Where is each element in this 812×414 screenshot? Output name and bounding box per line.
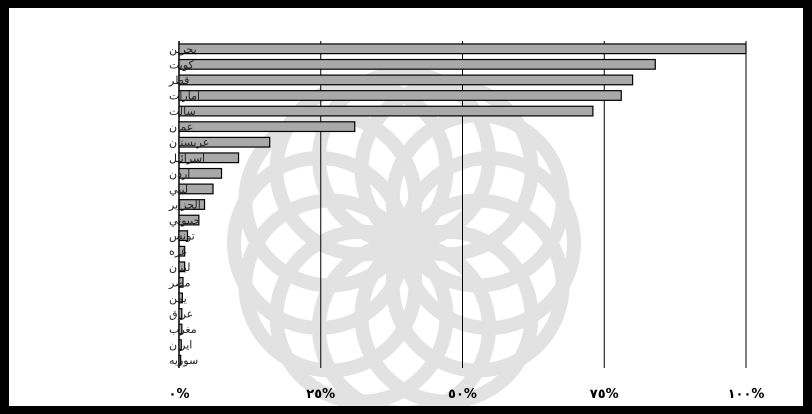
category-label: بحرين bbox=[169, 43, 197, 56]
bar bbox=[179, 75, 633, 85]
category-label: يمن bbox=[169, 292, 187, 305]
category-label: مصر bbox=[168, 276, 191, 289]
chart-gridlines bbox=[179, 41, 746, 368]
category-label: سالت bbox=[169, 105, 196, 118]
x-tick-label: ٠% bbox=[169, 387, 190, 402]
category-label: عراق bbox=[169, 308, 193, 321]
category-label: قطر bbox=[168, 74, 189, 87]
category-label: جيبوتي bbox=[169, 214, 200, 227]
category-label: سوريه bbox=[169, 354, 198, 367]
category-label: عمان bbox=[169, 121, 193, 134]
x-tick-label: ٢٥% bbox=[306, 387, 335, 402]
bar bbox=[179, 44, 746, 54]
chart-frame: بحرين كويت قطر امارات سالت عمان عربستان اسرائيل… bbox=[6, 5, 806, 409]
category-label: الجزاير bbox=[168, 199, 201, 212]
category-label: اسرائيل bbox=[169, 152, 205, 165]
bar-chart: بحرين كويت قطر امارات سالت عمان عربستان اسرائيل… bbox=[9, 8, 803, 406]
x-axis-ticks: ٠% ٢٥% ٥٠% ٧٥% ١٠٠% bbox=[169, 387, 765, 402]
x-tick-label: ٥٠% bbox=[448, 387, 477, 402]
category-label: عربستان bbox=[169, 136, 209, 149]
category-label: كويت bbox=[169, 58, 195, 71]
category-label: غزه bbox=[169, 245, 187, 258]
category-label: تونس bbox=[169, 230, 195, 243]
bar bbox=[179, 106, 593, 116]
x-tick-label: ٧٥% bbox=[590, 387, 619, 402]
bar bbox=[179, 60, 655, 70]
category-label: امارات bbox=[169, 90, 200, 103]
bar bbox=[179, 91, 621, 101]
category-label: لبنان bbox=[169, 261, 190, 274]
category-label: اردن bbox=[169, 167, 190, 180]
category-label: ايران bbox=[169, 339, 192, 352]
category-label: مغرب bbox=[169, 323, 197, 336]
bar bbox=[179, 122, 355, 132]
x-tick-label: ١٠٠% bbox=[728, 387, 765, 402]
category-label: ليبي bbox=[169, 183, 188, 196]
